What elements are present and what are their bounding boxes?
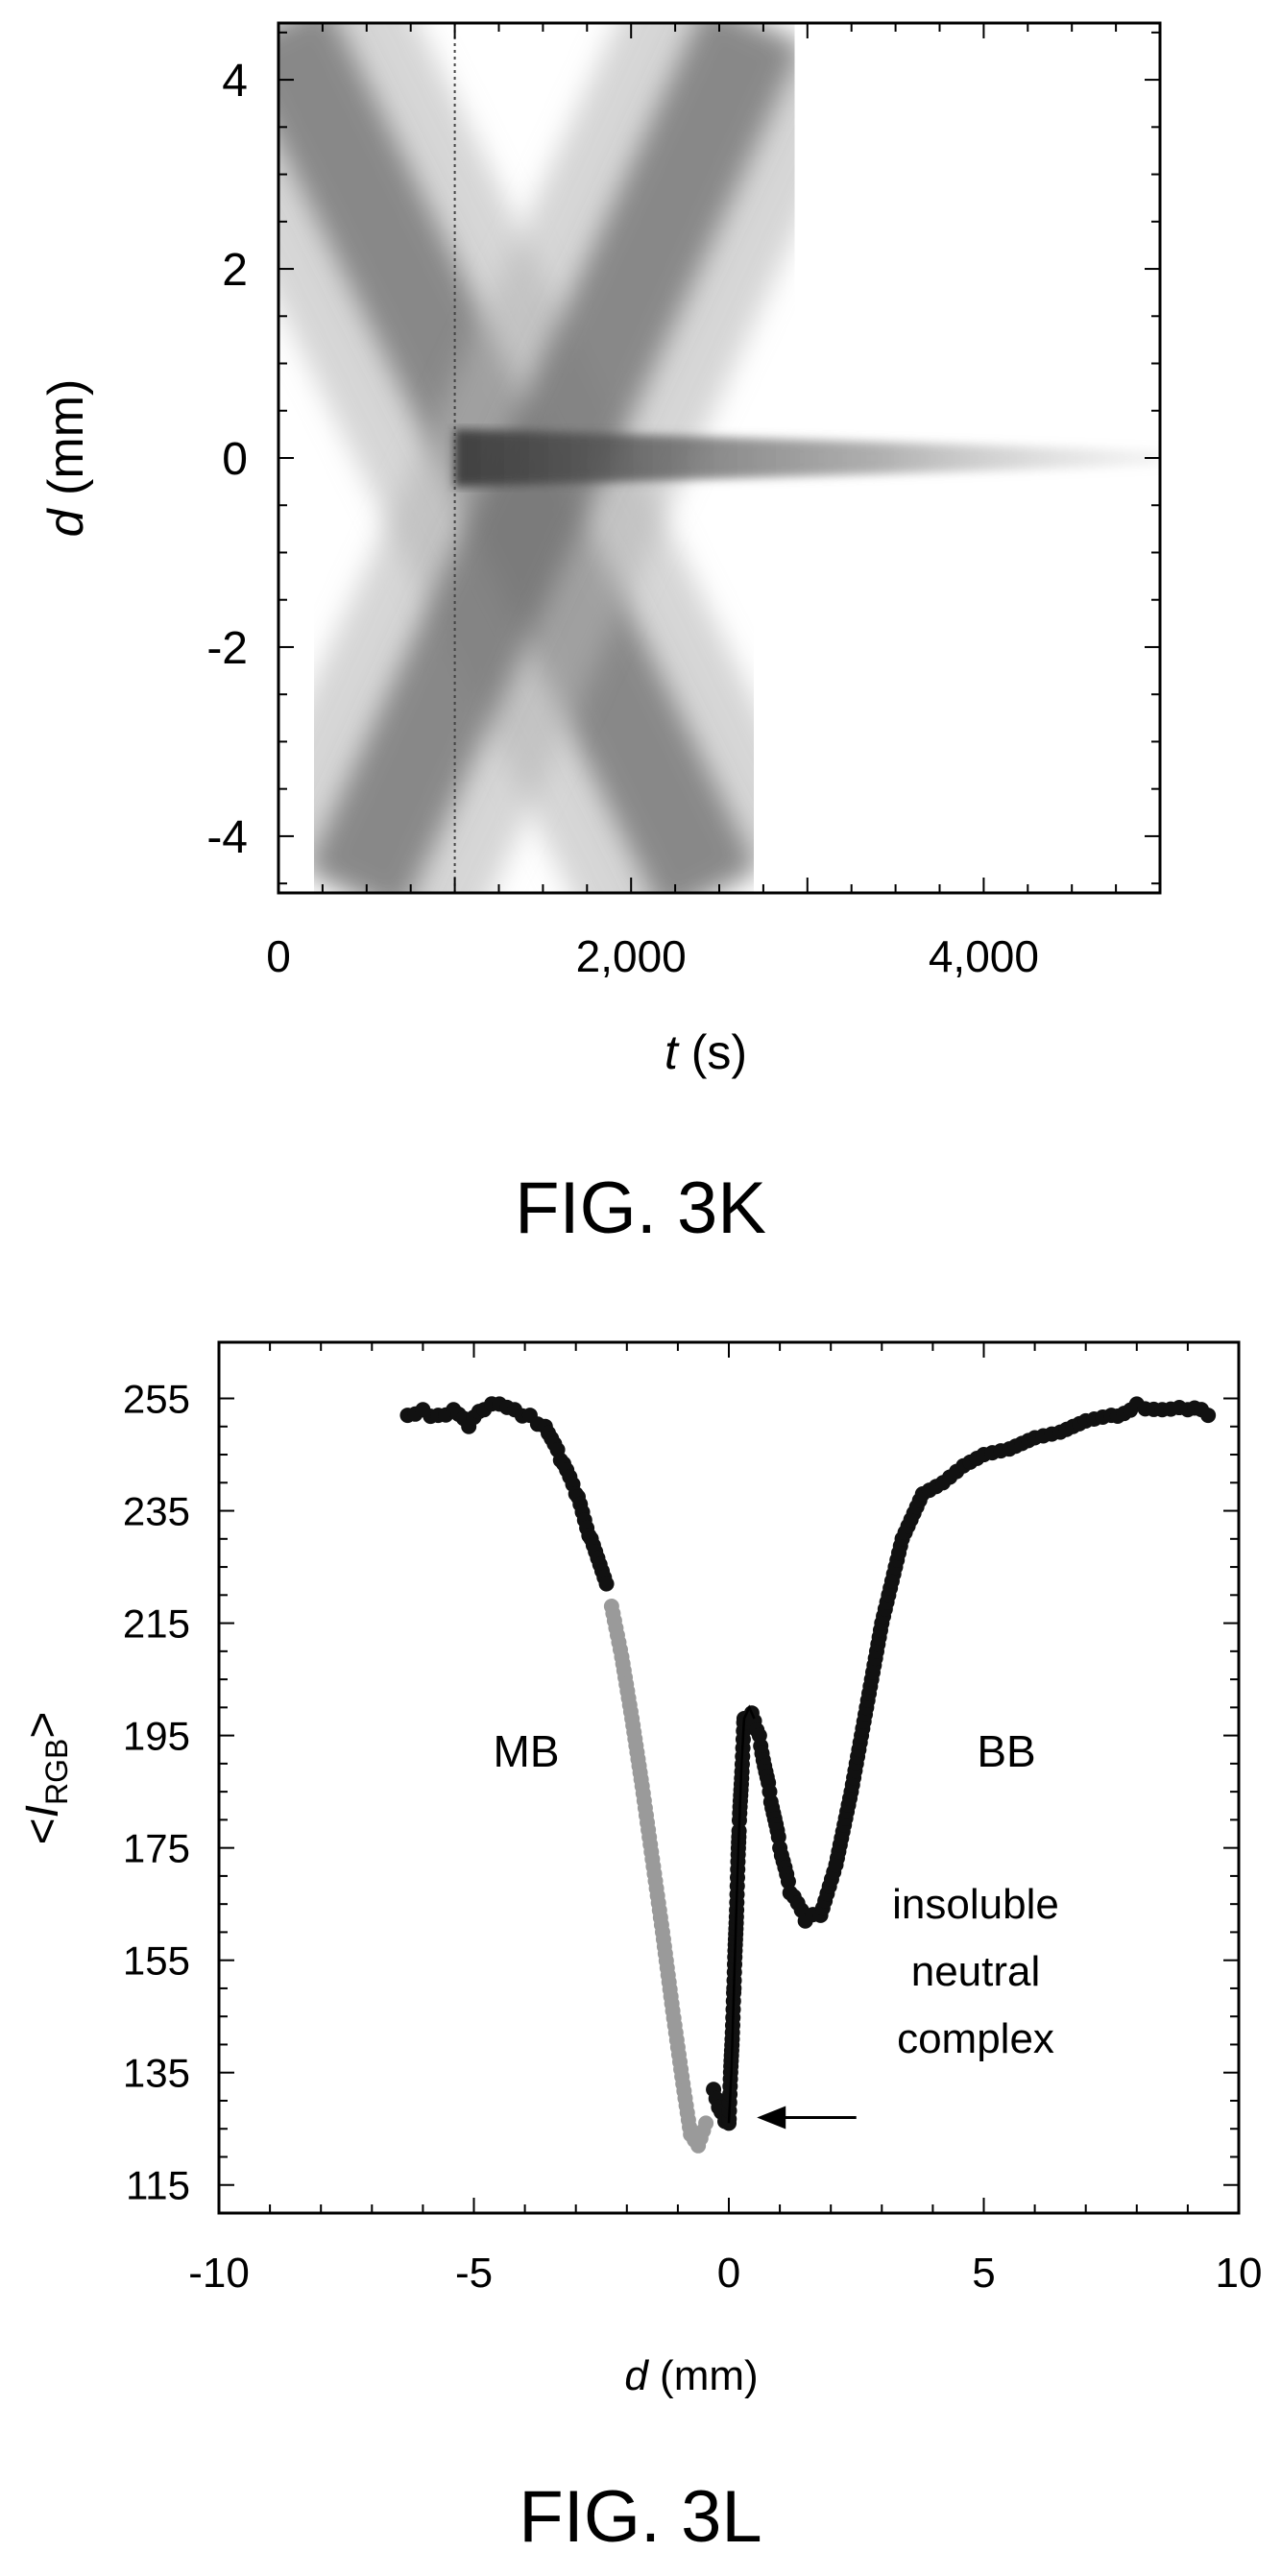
y-tick-label: 195 <box>123 1714 190 1759</box>
scatter-points <box>399 1396 1217 2154</box>
data-point <box>1200 1408 1217 1424</box>
y-tick-label: 175 <box>123 1826 190 1871</box>
x-tick-label: 2,000 <box>576 931 687 981</box>
y-axis-subscript: RGB <box>39 1739 74 1805</box>
x-axis-ticks: 0 2,000 4,000 <box>266 23 1161 981</box>
y-tick-label: 155 <box>123 1938 190 1984</box>
figure-3k: 0 2,000 4,000 4 2 0 -2 -4 t (s) d (mm) <box>38 21 1162 1079</box>
x-tick-label: 10 <box>1216 2250 1263 2297</box>
data-point <box>598 1576 615 1592</box>
x-tick-label: 0 <box>266 931 291 981</box>
x-tick-label: 4,000 <box>929 931 1039 981</box>
x-axis-unit: (mm) <box>648 2352 759 2399</box>
y-axis-unit: (mm) <box>38 379 94 510</box>
heatmap-band-horizontal <box>454 429 1160 487</box>
x-axis-label: d (mm) <box>624 2352 758 2399</box>
y-axis-ticks: 4 2 0 -2 -4 <box>206 31 1160 885</box>
y-axis-variable: I <box>17 1805 68 1818</box>
y-axis-label: <IRGB> <box>17 1712 74 1845</box>
label-complex-line2: neutral <box>911 1948 1041 1995</box>
x-tick-label: -5 <box>455 2250 493 2297</box>
x-tick-label: 0 <box>717 2250 740 2297</box>
data-point <box>698 2115 714 2131</box>
x-tick-label: -10 <box>188 2250 250 2297</box>
figure-3l-caption: FIG. 3L <box>519 2476 762 2558</box>
y-tick-label: -4 <box>206 812 248 863</box>
y-tick-label: 135 <box>123 2051 190 2096</box>
x-axis-ticks: -10 -5 0 5 10 <box>188 1342 1262 2297</box>
y-axis-variable: d <box>38 507 94 537</box>
x-axis-variable: t <box>665 1025 680 1079</box>
label-mb: MB <box>494 1726 560 1776</box>
figure-3l: -10 -5 0 5 10 255 235 215 195 175 155 135 115 MB BB… <box>17 1340 1262 2399</box>
y-tick-label: 255 <box>123 1377 190 1422</box>
y-tick-label: 4 <box>222 56 248 107</box>
y-axis-ticks: 255 235 215 195 175 155 135 115 <box>123 1377 1239 2208</box>
annotation-arrow <box>757 2106 857 2130</box>
x-axis-unit: (s) <box>678 1025 747 1079</box>
label-bb: BB <box>977 1726 1035 1776</box>
y-tick-label: -2 <box>206 623 248 674</box>
x-tick-label: 5 <box>972 2250 995 2297</box>
x-axis-label: t (s) <box>665 1025 747 1079</box>
heatmap-bands <box>278 23 1160 893</box>
y-tick-label: 2 <box>222 245 248 296</box>
x-axis-variable: d <box>624 2352 649 2399</box>
y-tick-label: 115 <box>126 2163 190 2208</box>
data-point <box>780 1873 796 1890</box>
y-axis-prefix: < <box>17 1818 68 1844</box>
y-tick-label: 215 <box>123 1601 190 1647</box>
label-complex-line1: insoluble <box>892 1881 1059 1928</box>
y-tick-label: 235 <box>123 1489 190 1534</box>
y-axis-suffix: > <box>17 1712 68 1739</box>
connecting-line <box>727 1704 756 2124</box>
figure-3k-caption: FIG. 3K <box>515 1168 766 1249</box>
y-tick-label: 0 <box>222 434 248 485</box>
label-complex-line3: complex <box>897 2015 1054 2062</box>
y-axis-label: d (mm) <box>38 379 94 538</box>
arrow-head <box>757 2106 786 2130</box>
